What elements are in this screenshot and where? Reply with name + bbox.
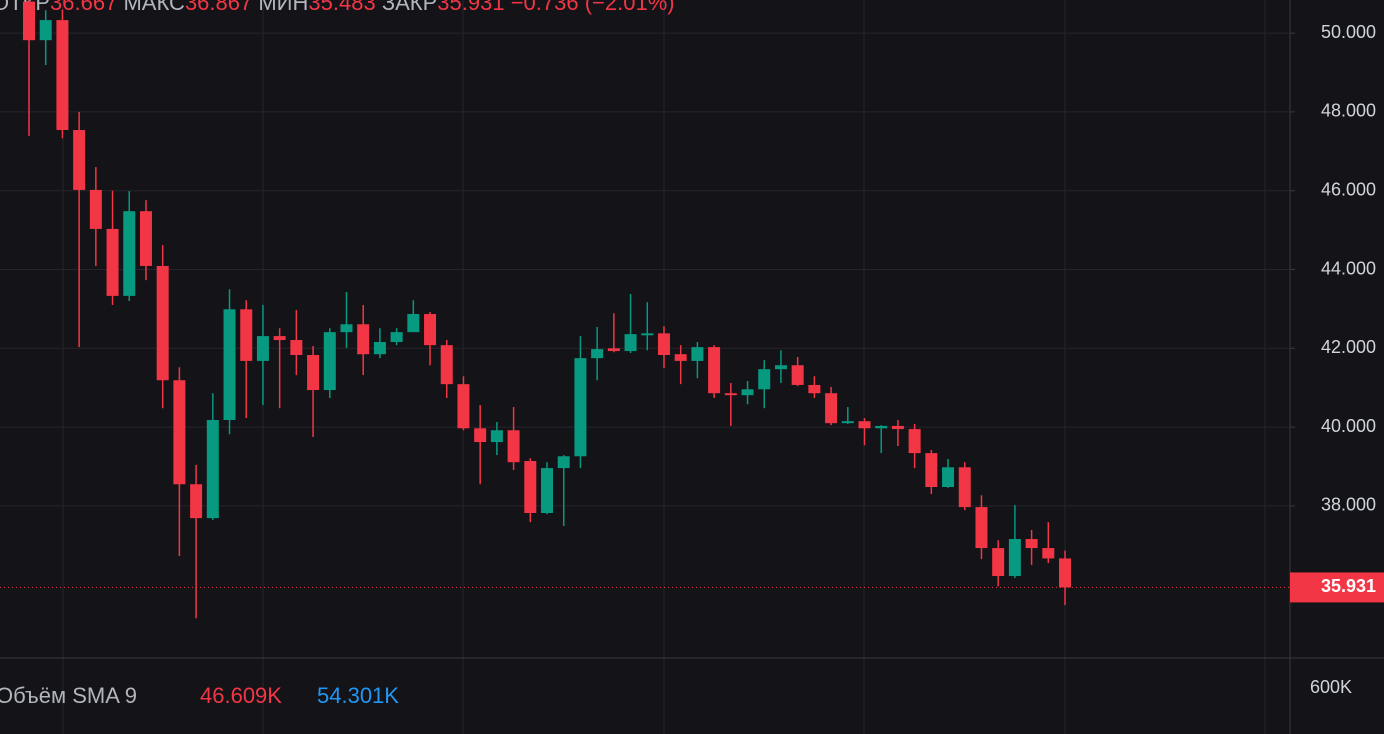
- candle-body: [708, 347, 721, 394]
- candle-body: [256, 336, 269, 361]
- ohlc-label: МИН: [258, 0, 308, 15]
- volume-value: 46.609K: [200, 683, 282, 708]
- ohlc-value: 36.667: [50, 0, 117, 15]
- y-tick-label: 46.000: [1321, 179, 1376, 199]
- volume-axis-label: 600K: [1310, 677, 1352, 697]
- candle-body: [357, 324, 370, 355]
- candle-body: [206, 420, 219, 519]
- volume-legend: Объём SMA 9 46.609K 54.301K: [0, 683, 399, 708]
- candle-body: [1059, 558, 1072, 588]
- candle-body: [273, 336, 286, 341]
- last-price-badge: [1290, 572, 1384, 603]
- candle-body: [858, 421, 871, 429]
- candle-body: [691, 347, 704, 361]
- candle-body: [925, 453, 938, 487]
- candle-body: [641, 333, 654, 336]
- y-tick-label: 42.000: [1321, 337, 1376, 357]
- candle-body: [724, 393, 737, 396]
- candle-body: [307, 355, 320, 391]
- candle-body: [223, 309, 236, 421]
- ohlc-label: МАКС: [123, 0, 185, 15]
- volume-title: Объём SMA 9: [0, 683, 137, 708]
- candle-body: [89, 189, 102, 229]
- candle-body: [607, 348, 620, 352]
- candle-body: [657, 333, 670, 356]
- candle-body: [424, 314, 437, 346]
- ohlc-change: −0.736 (−2.01%): [511, 0, 675, 15]
- ohlc-value: 36.867: [185, 0, 252, 15]
- candle-body: [156, 265, 169, 381]
- candle-body: [808, 384, 821, 394]
- candle-body: [891, 425, 904, 430]
- y-tick-label: 40.000: [1321, 416, 1376, 436]
- candle-body: [741, 389, 754, 396]
- candle-body: [457, 384, 470, 429]
- volume-sma: 54.301K: [317, 683, 399, 708]
- candle-body: [1042, 548, 1055, 559]
- candle-body: [791, 365, 804, 385]
- candle-body: [541, 468, 554, 514]
- candle-body: [524, 460, 537, 514]
- candle-body: [340, 324, 353, 333]
- last-price-label: 35.931: [1321, 576, 1376, 596]
- ohlc-legend: ОТКР36.667 МАКС36.867 МИН35.483 ЗАКР35.9…: [0, 0, 675, 15]
- candle-body: [474, 428, 487, 443]
- candle-body: [841, 421, 854, 424]
- candle-body: [240, 309, 253, 361]
- candle-body: [591, 349, 604, 359]
- candle-body: [875, 425, 888, 429]
- candle-body: [975, 507, 988, 549]
- time-grid: [62, 0, 1266, 734]
- candle-body: [323, 332, 336, 391]
- candle-body: [39, 20, 52, 41]
- ohlc-label: ЗАКР: [382, 0, 437, 15]
- candle-body: [173, 380, 186, 485]
- candle-body: [992, 548, 1005, 577]
- candle-body: [106, 228, 119, 296]
- candle-body: [139, 211, 152, 266]
- y-tick-label: 50.000: [1321, 22, 1376, 42]
- header: ОТКР36.667 МАКС36.867 МИН35.483 ЗАКР35.9…: [0, 0, 675, 15]
- candle-body: [190, 484, 203, 519]
- candle-body: [390, 332, 403, 343]
- candle-body: [56, 20, 69, 131]
- candle-body: [674, 354, 687, 361]
- candle-body: [407, 314, 420, 333]
- candle-body: [123, 211, 136, 296]
- candle-body: [958, 467, 971, 508]
- candle-body: [942, 467, 955, 487]
- candle-body: [490, 430, 503, 443]
- candle-body: [557, 456, 570, 469]
- candle-body: [624, 334, 637, 352]
- candle-body: [825, 393, 838, 424]
- y-tick-label: 38.000: [1321, 495, 1376, 515]
- candle-body: [758, 369, 771, 390]
- candle-body: [1008, 539, 1021, 577]
- candle-body: [507, 430, 520, 463]
- y-tick-label: 44.000: [1321, 258, 1376, 278]
- candle-body: [73, 130, 86, 190]
- y-tick-label: 48.000: [1321, 101, 1376, 121]
- ohlc-value: 35.483: [308, 0, 375, 15]
- candle-body: [373, 342, 386, 355]
- ohlc-value: 35.931: [437, 0, 504, 15]
- candle-body: [1025, 539, 1038, 549]
- candle-body: [774, 365, 787, 370]
- candle-body: [440, 345, 453, 385]
- candle-body: [290, 340, 303, 356]
- candle-body: [23, 1, 35, 41]
- candle-body: [908, 429, 921, 454]
- candle-body: [574, 358, 587, 457]
